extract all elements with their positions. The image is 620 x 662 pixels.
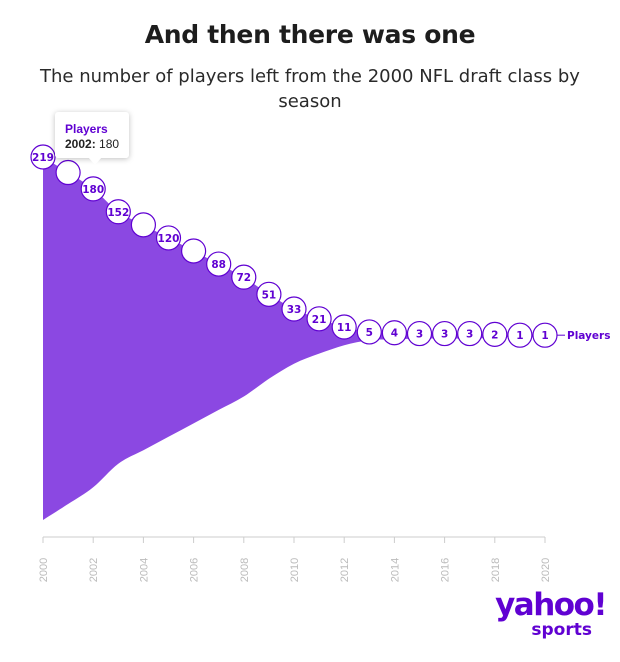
data-label: 2 [491,329,498,341]
x-tick-label: 2004 [138,558,150,582]
data-label: 72 [236,272,251,284]
data-label: 21 [312,314,327,326]
data-label: 4 [391,328,398,340]
data-point[interactable] [181,238,207,264]
logo-subtext: sports [531,620,592,640]
data-point[interactable] [231,264,257,290]
data-label: 51 [262,289,277,301]
data-label: 11 [337,322,352,334]
series-name-label: Players [567,330,610,342]
data-label: 180 [82,184,104,196]
data-point[interactable] [457,320,483,347]
data-point[interactable] [55,159,81,186]
data-label: 120 [158,233,180,245]
tooltip-row: 2002: 180 [65,137,119,151]
x-tick-label: 2012 [339,558,351,582]
logo-wordmark: yahoo! [495,587,607,623]
x-tick-label: 2002 [88,558,100,582]
data-point[interactable] [507,322,533,348]
x-tick-label: 2008 [239,558,251,582]
data-label: 1 [516,330,523,342]
x-tick-label: 2020 [540,558,552,582]
data-label: 152 [107,207,129,219]
data-point[interactable] [80,176,106,202]
x-tick-label: 2000 [38,558,50,582]
tooltip-value: 180 [99,137,120,151]
data-label: 3 [441,329,448,341]
tooltip-year: 2002: [65,137,96,151]
data-label: 88 [211,259,226,271]
x-tick-label: 2018 [490,558,502,582]
yahoo-sports-logo: yahoo! sports [482,587,607,644]
data-point[interactable] [356,319,382,345]
data-point[interactable] [406,320,433,347]
chart-subtitle: The number of players left from the 2000… [40,66,580,112]
data-point[interactable] [105,199,131,225]
data-point[interactable] [155,225,182,251]
tooltip-pointer [88,157,102,165]
x-tick-label: 2006 [189,558,201,582]
data-label: 1 [541,330,548,342]
data-point[interactable] [432,320,458,347]
x-tick-label: 2016 [440,558,452,582]
x-tick-label: 2014 [389,558,401,582]
data-point[interactable] [381,320,407,346]
data-label: 33 [287,304,302,316]
data-point[interactable] [281,296,307,322]
data-point[interactable] [256,281,282,307]
data-point[interactable] [306,306,332,332]
chart-title: And then there was one [144,20,476,49]
data-label: 219 [32,152,54,164]
tooltip: Players 2002: 180 [55,112,129,165]
tooltip-series-name: Players [65,122,108,136]
data-point[interactable] [130,212,156,238]
data-point[interactable] [206,251,232,277]
data-point[interactable] [331,314,357,340]
data-label: 3 [416,329,423,341]
data-point[interactable] [482,321,508,347]
data-label: 5 [366,327,373,339]
data-label: 3 [466,329,473,341]
x-tick-label: 2010 [289,558,301,582]
